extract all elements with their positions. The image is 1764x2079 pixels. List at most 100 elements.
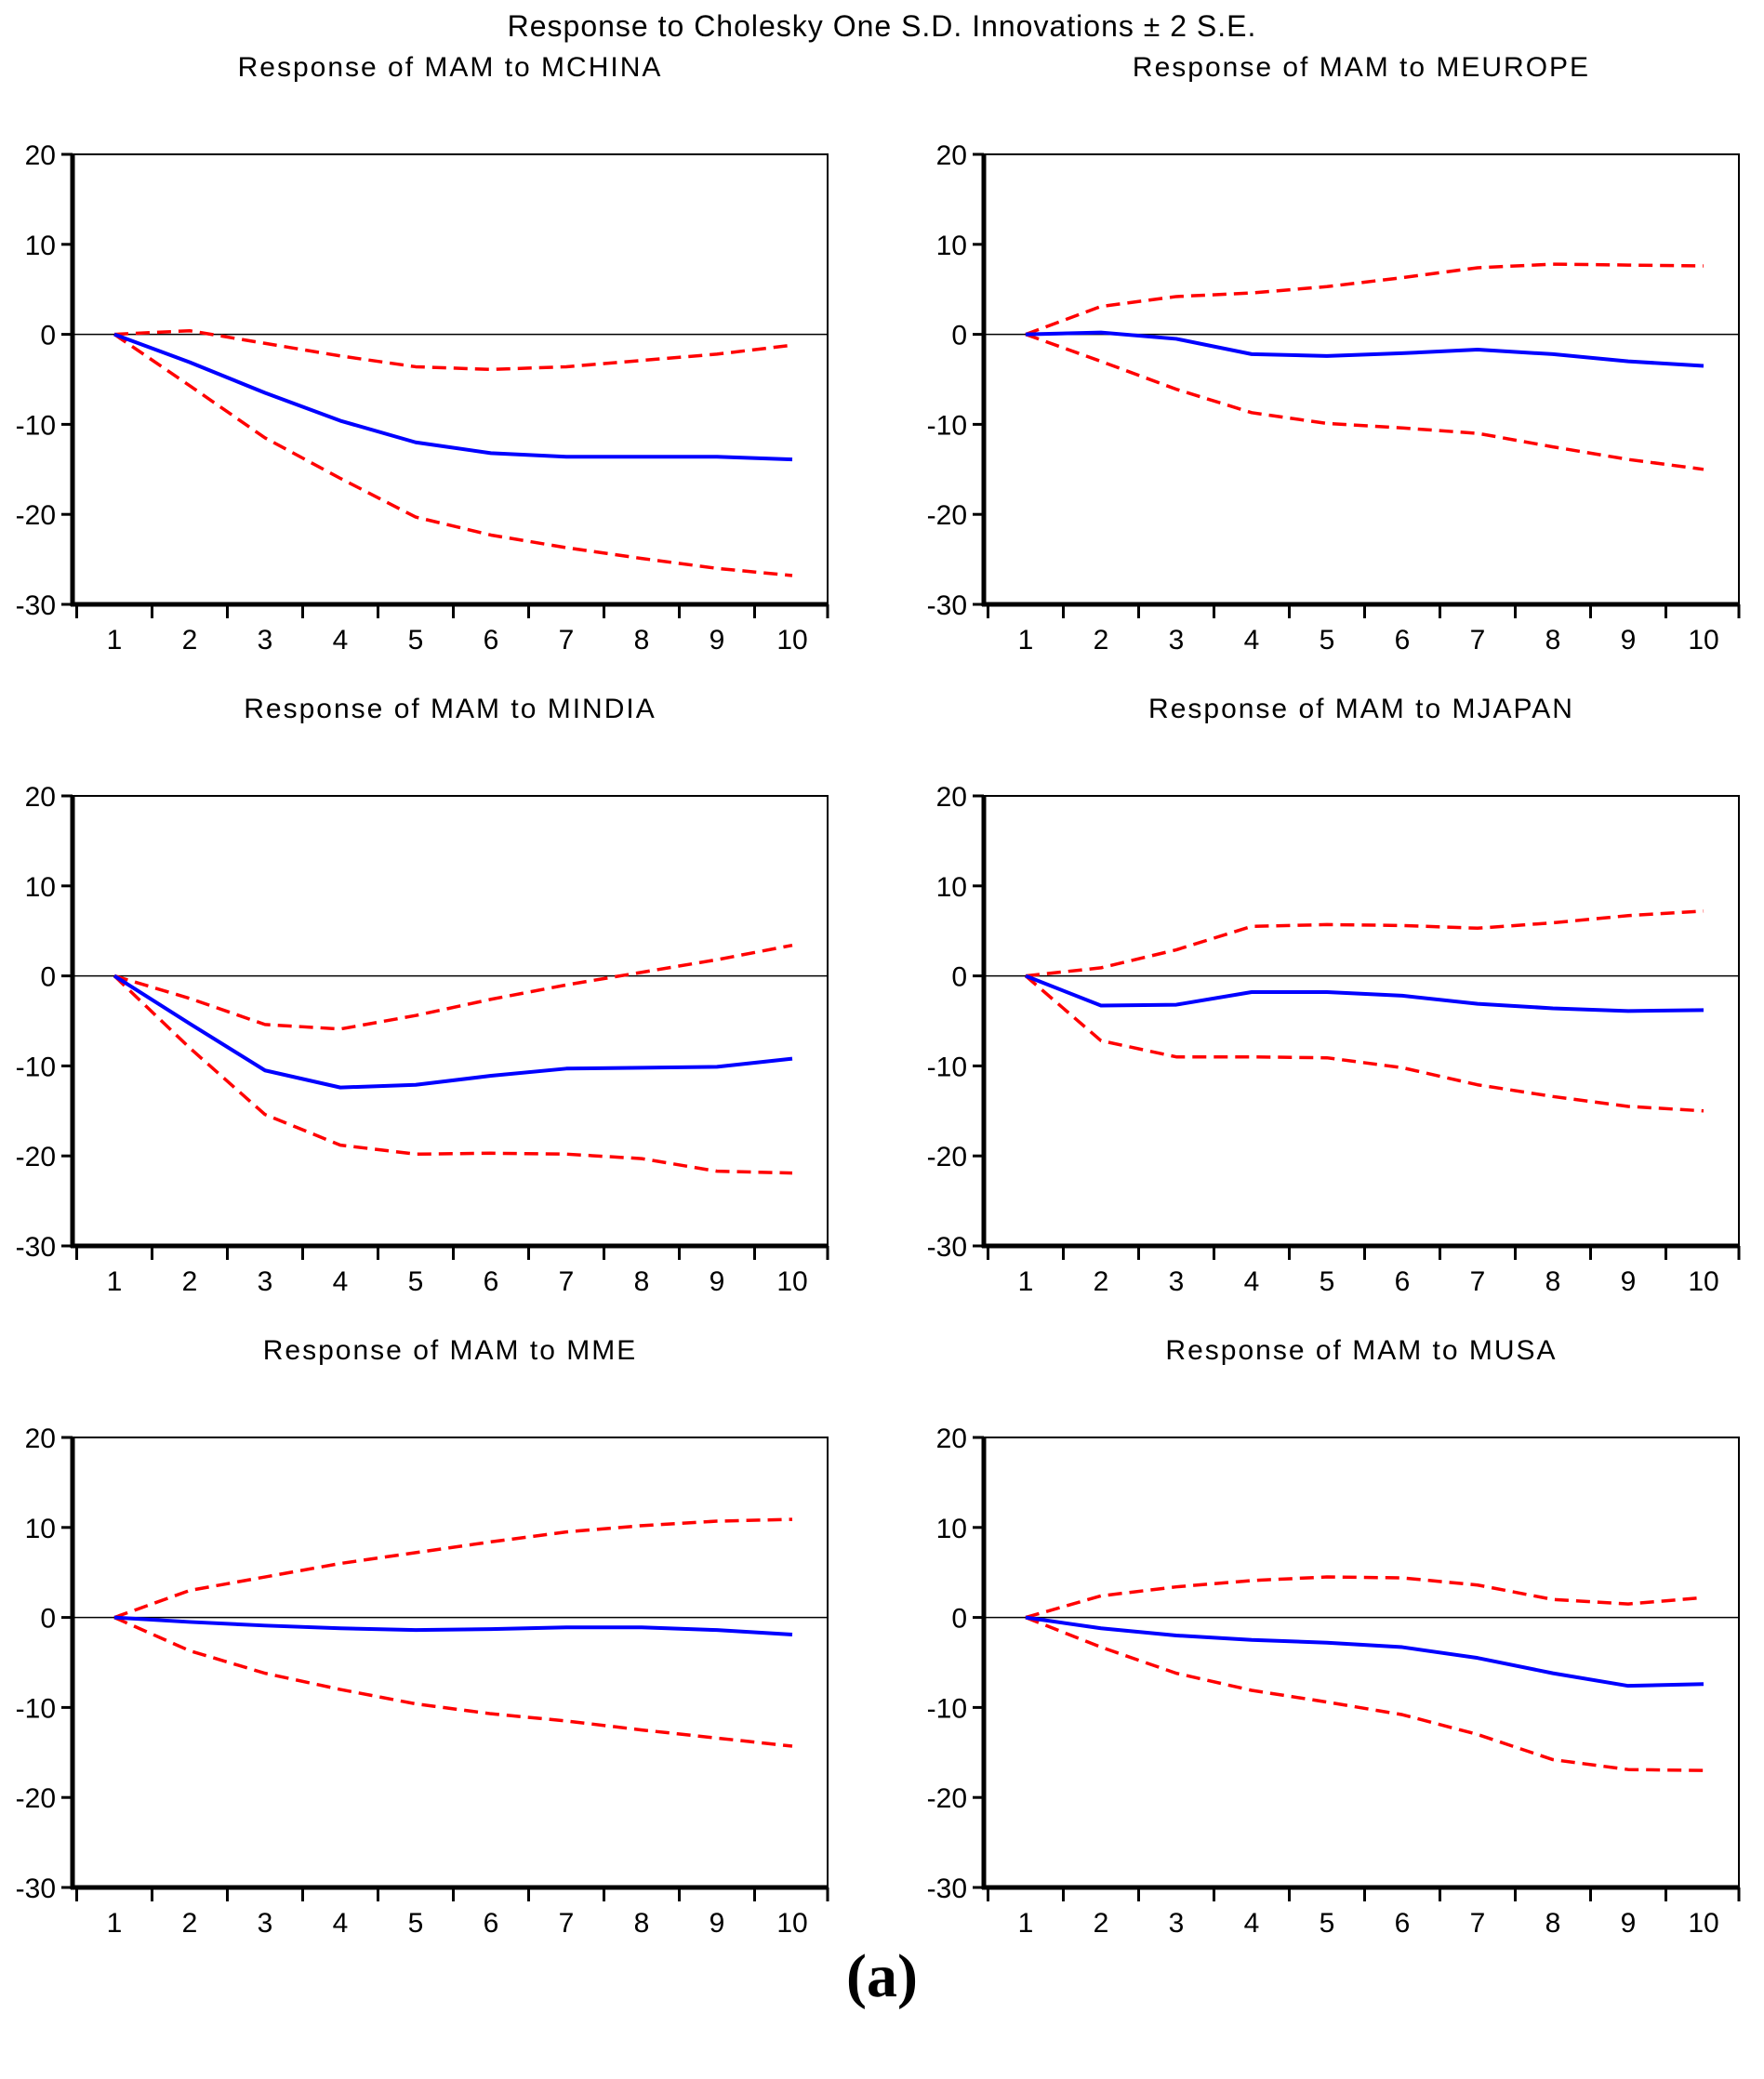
x-tick-label: 3 xyxy=(258,1266,273,1297)
chart-title: Response of MAM to MCHINA xyxy=(237,52,663,83)
y-tick-label: -10 xyxy=(927,410,967,441)
x-tick-label: 1 xyxy=(107,1908,123,1939)
y-tick-label: 0 xyxy=(951,962,967,993)
x-tick-label: 6 xyxy=(484,1266,499,1297)
upper_band-line xyxy=(1025,262,1704,337)
y-tick-label: -30 xyxy=(927,1874,967,1904)
x-tick-label: 4 xyxy=(1244,1908,1260,1939)
chart-mam-mjapan: 20 10 0 -10 -20 -30 1 2 3 4 5 6 7 8 9 10 Response of MA… xyxy=(911,679,1764,1320)
x-tick-label: 10 xyxy=(776,1908,807,1939)
x-tick-label: 9 xyxy=(1621,1908,1637,1939)
x-tick-label: 6 xyxy=(1395,1908,1411,1939)
lower_band-line xyxy=(1024,974,1704,1113)
y-tick-label: -20 xyxy=(16,500,56,531)
chart-title: Response of MAM to MUSA xyxy=(1165,1335,1558,1366)
y-tick-label: -30 xyxy=(16,1232,56,1263)
x-tick-label: 5 xyxy=(408,1908,424,1939)
x-tick-label: 8 xyxy=(634,1266,650,1297)
y-tick-label: -20 xyxy=(16,1783,56,1814)
x-tick-label: 7 xyxy=(559,625,575,655)
x-tick-label: 10 xyxy=(1688,1266,1718,1297)
chart-canvas: 20 10 0 -10 -20 -30 1 2 3 4 5 6 7 8 9 10 xyxy=(927,782,1741,1297)
x-tick-label: 2 xyxy=(1094,625,1109,655)
x-tick-label: 5 xyxy=(408,625,424,655)
x-tick-label: 1 xyxy=(1018,1266,1034,1297)
upper_band-line xyxy=(113,328,793,372)
y-tick-label: 20 xyxy=(936,140,967,171)
y-tick-label: -30 xyxy=(16,1874,56,1904)
x-tick-label: 7 xyxy=(559,1266,575,1297)
plot-box xyxy=(983,795,1740,1247)
x-tick-label: 7 xyxy=(1470,625,1486,655)
x-tick-label: 3 xyxy=(1169,1266,1185,1297)
x-tick-label: 4 xyxy=(333,1266,349,1297)
y-tick-label: 0 xyxy=(951,321,967,351)
x-tick-label: 5 xyxy=(1320,1266,1335,1297)
plot-box xyxy=(983,1437,1740,1888)
chart-canvas: 20 10 0 -10 -20 -30 1 2 3 4 5 6 7 8 9 10 xyxy=(16,782,829,1297)
upper_band-line xyxy=(113,943,793,1031)
plot-box xyxy=(72,153,829,605)
x-tick-label: 3 xyxy=(1169,625,1185,655)
y-tick-label: -20 xyxy=(927,1783,967,1814)
x-tick-label: 6 xyxy=(484,1908,499,1939)
upper_band-line xyxy=(1025,909,1704,978)
x-tick-label: 10 xyxy=(776,1266,807,1297)
x-tick-label: 9 xyxy=(710,1266,725,1297)
chart-mam-meurope: 20 10 0 -10 -20 -30 1 2 3 4 5 6 7 8 9 10 Response of MA… xyxy=(911,37,1764,679)
response-line xyxy=(113,973,793,1090)
x-tick-label: 9 xyxy=(710,1908,725,1939)
x-tick-label: 10 xyxy=(1688,1908,1718,1939)
lower_band-line xyxy=(1025,1615,1704,1772)
y-tick-label: 10 xyxy=(25,231,56,261)
x-tick-label: 2 xyxy=(182,1266,198,1297)
chart-title: Response of MAM to MJAPAN xyxy=(1148,694,1574,724)
x-tick-label: 10 xyxy=(776,625,807,655)
x-tick-label: 7 xyxy=(1470,1908,1486,1939)
y-tick-label: -10 xyxy=(927,1052,967,1082)
chart-canvas: 20 10 0 -10 -20 -30 1 2 3 4 5 6 7 8 9 10 xyxy=(927,140,1741,655)
y-tick-label: -20 xyxy=(16,1142,56,1172)
x-tick-label: 1 xyxy=(1018,1908,1034,1939)
y-tick-label: 10 xyxy=(25,872,56,903)
figure-caption: (a) xyxy=(846,1942,918,2010)
y-tick-label: 20 xyxy=(936,782,967,813)
plot-box xyxy=(72,795,829,1247)
response-line xyxy=(1025,330,1704,368)
y-tick-label: 0 xyxy=(40,321,56,351)
chart-title: Response of MAM to MEUROPE xyxy=(1132,52,1591,83)
upper_band-line xyxy=(1025,1575,1704,1620)
response-line xyxy=(113,332,793,462)
x-tick-label: 2 xyxy=(182,1908,198,1939)
y-tick-label: 20 xyxy=(25,140,56,171)
response-line xyxy=(1025,973,1704,1013)
response-line xyxy=(113,1615,793,1636)
x-tick-label: 6 xyxy=(1395,1266,1411,1297)
plot-box xyxy=(72,1437,829,1888)
chart-title: Response of MAM to MME xyxy=(262,1335,638,1366)
x-tick-label: 9 xyxy=(710,625,725,655)
y-tick-label: 10 xyxy=(936,1514,967,1544)
x-tick-label: 8 xyxy=(1545,1266,1561,1297)
y-tick-label: -20 xyxy=(927,500,967,531)
y-tick-label: 20 xyxy=(25,782,56,813)
x-tick-label: 1 xyxy=(107,625,123,655)
x-tick-label: 4 xyxy=(1244,1266,1260,1297)
y-tick-label: -10 xyxy=(16,1052,56,1082)
y-tick-label: -10 xyxy=(16,410,56,441)
chart-canvas: 20 10 0 -10 -20 -30 1 2 3 4 5 6 7 8 9 10 xyxy=(16,1424,829,1939)
x-tick-label: 8 xyxy=(1545,1908,1561,1939)
x-tick-label: 2 xyxy=(182,625,198,655)
response-line xyxy=(1025,1615,1704,1688)
x-tick-label: 5 xyxy=(408,1266,424,1297)
x-tick-label: 3 xyxy=(258,625,273,655)
x-tick-label: 8 xyxy=(634,1908,650,1939)
figure-title: Response to Cholesky One S.D. Innovation… xyxy=(507,9,1257,43)
x-tick-label: 4 xyxy=(333,625,349,655)
chart-canvas: 20 10 0 -10 -20 -30 1 2 3 4 5 6 7 8 9 10 xyxy=(927,1424,1741,1939)
y-tick-label: 10 xyxy=(936,231,967,261)
x-tick-label: 5 xyxy=(1320,625,1335,655)
y-tick-label: -30 xyxy=(16,590,56,621)
x-tick-label: 10 xyxy=(1688,625,1718,655)
